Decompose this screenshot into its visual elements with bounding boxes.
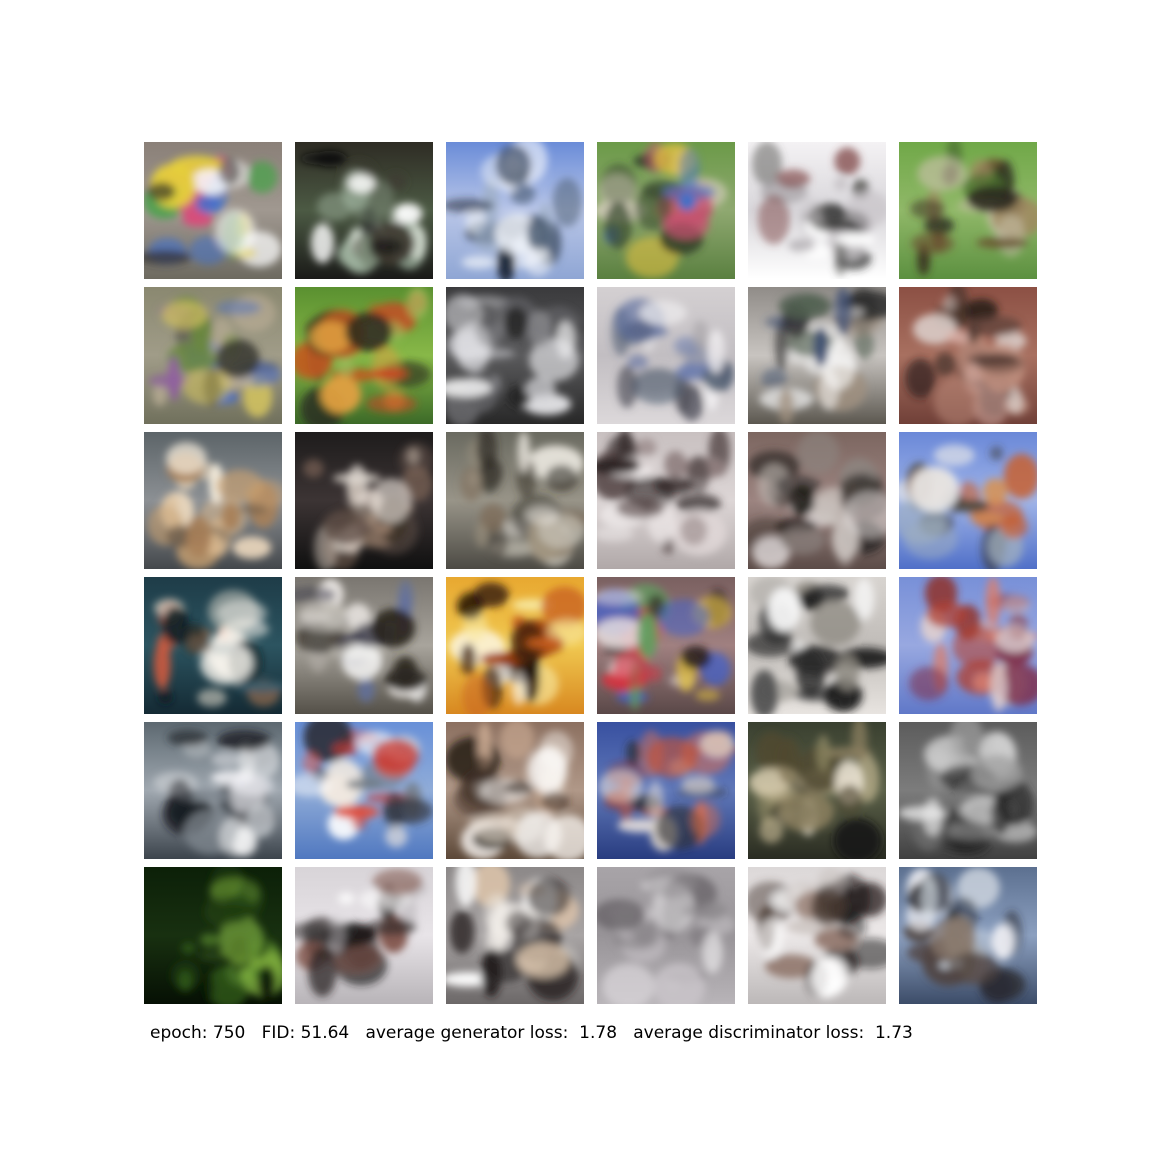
sample-image-gray-animal: [446, 867, 584, 1004]
sample-image-car-brown: [748, 432, 886, 569]
sample-image-noisy-field: [597, 142, 735, 279]
sample-image-boat-teal: [144, 577, 282, 714]
sample-image-red-plane-blue: [899, 577, 1037, 714]
sample-image-dark-doorway: [295, 867, 433, 1004]
sample-image-sunset-ship: [446, 577, 584, 714]
sample-image-gray-plane: [597, 867, 735, 1004]
sample-image-red-ship: [597, 722, 735, 859]
sample-image-camo-animal: [748, 722, 886, 859]
sample-image-people-street: [295, 577, 433, 714]
sample-image-harbor-blue: [899, 867, 1037, 1004]
sample-image-plane-blue: [899, 432, 1037, 569]
sample-image-dark-animal: [295, 432, 433, 569]
sample-image-red-truck: [295, 722, 433, 859]
sample-image-green-figures: [295, 287, 433, 424]
sample-image-dark-figure: [446, 287, 584, 424]
sample-image-gray-truck: [899, 722, 1037, 859]
sample-image-noisy-gray: [144, 287, 282, 424]
sample-image-noisy-red: [597, 577, 735, 714]
sample-image-white-box-dark: [748, 867, 886, 1004]
sample-image-tree-sky: [446, 142, 584, 279]
sample-image-fluffy-dog: [144, 432, 282, 569]
sample-image-deer-field: [899, 142, 1037, 279]
sample-image-dark-green: [144, 867, 282, 1004]
sample-image-white-animal: [446, 722, 584, 859]
training-metrics-caption: epoch: 750 FID: 51.64 average generator …: [150, 1023, 913, 1043]
sample-image-bird-gray: [597, 287, 735, 424]
sample-image-noisy-car: [144, 142, 282, 279]
sample-image-brown-house: [899, 287, 1037, 424]
sample-image-street-scene: [748, 287, 886, 424]
sample-image-truck-house: [144, 722, 282, 859]
sample-image-horse-blur: [446, 432, 584, 569]
sample-image-gray-car: [748, 142, 886, 279]
generated-sample-grid: [144, 142, 1037, 1004]
sample-image-pale-wall: [597, 432, 735, 569]
sample-image-green-car: [295, 142, 433, 279]
sample-image-white-bird: [748, 577, 886, 714]
